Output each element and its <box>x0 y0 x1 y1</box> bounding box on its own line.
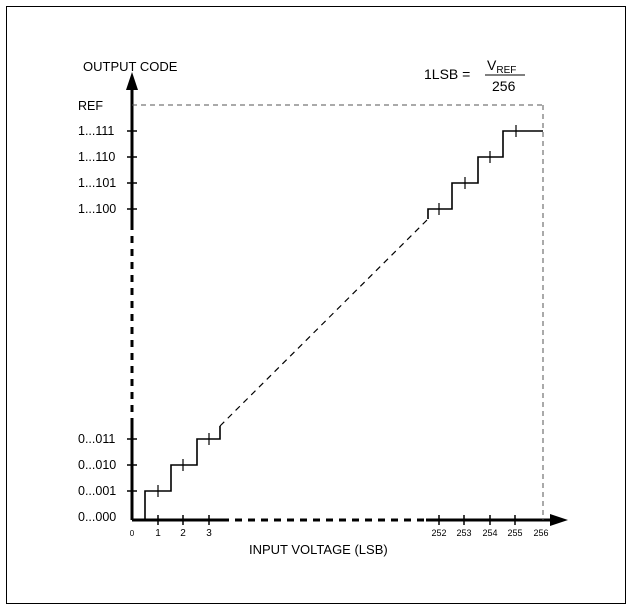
x-tick-marks <box>157 515 516 525</box>
x-label-3: 3 <box>206 528 212 539</box>
x-label-2: 2 <box>180 528 186 539</box>
y-label-0-001: 0...001 <box>78 484 116 498</box>
y-label-0-011: 0...011 <box>78 432 115 446</box>
lower-staircase <box>144 426 221 520</box>
y-axis-title: OUTPUT CODE <box>83 59 178 74</box>
formula-lhs: 1LSB = <box>424 66 470 82</box>
diagram-frame <box>6 6 626 604</box>
x-label-252: 252 <box>431 528 446 538</box>
y-label-0-000: 0...000 <box>78 510 116 524</box>
x-axis-title: INPUT VOLTAGE (LSB) <box>249 542 388 557</box>
y-axis-arrow <box>126 72 138 90</box>
x-label-255: 255 <box>507 528 522 538</box>
y-label-0-010: 0...010 <box>78 458 116 472</box>
x-label-256: 256 <box>533 528 548 538</box>
formula-numerator-sub: REF <box>496 65 516 76</box>
formula-denominator: 256 <box>492 78 516 94</box>
x-axis-arrow <box>550 514 568 526</box>
y-label-1-111: 1...111 <box>78 124 114 138</box>
y-label-ref: REF <box>78 99 103 113</box>
y-label-1-101: 1...101 <box>78 176 116 190</box>
step-center-marks <box>157 125 517 497</box>
y-label-1-100: 1...100 <box>78 202 116 216</box>
formula-numerator: VREF <box>487 57 516 76</box>
upper-staircase <box>427 130 543 219</box>
x-label-253: 253 <box>456 528 471 538</box>
x-label-0: 0 <box>130 529 135 538</box>
y-tick-marks <box>127 130 137 492</box>
x-label-254: 254 <box>482 528 497 538</box>
x-label-1: 1 <box>155 528 161 539</box>
formula-numerator-main: V <box>487 57 497 73</box>
y-label-1-110: 1...110 <box>78 150 115 164</box>
ideal-transfer-dashed <box>219 218 429 427</box>
x-labels: 0 1 2 3 252 253 254 255 256 <box>130 528 549 539</box>
y-labels: REF 1...111 1...110 1...101 1...100 0...… <box>78 99 116 524</box>
